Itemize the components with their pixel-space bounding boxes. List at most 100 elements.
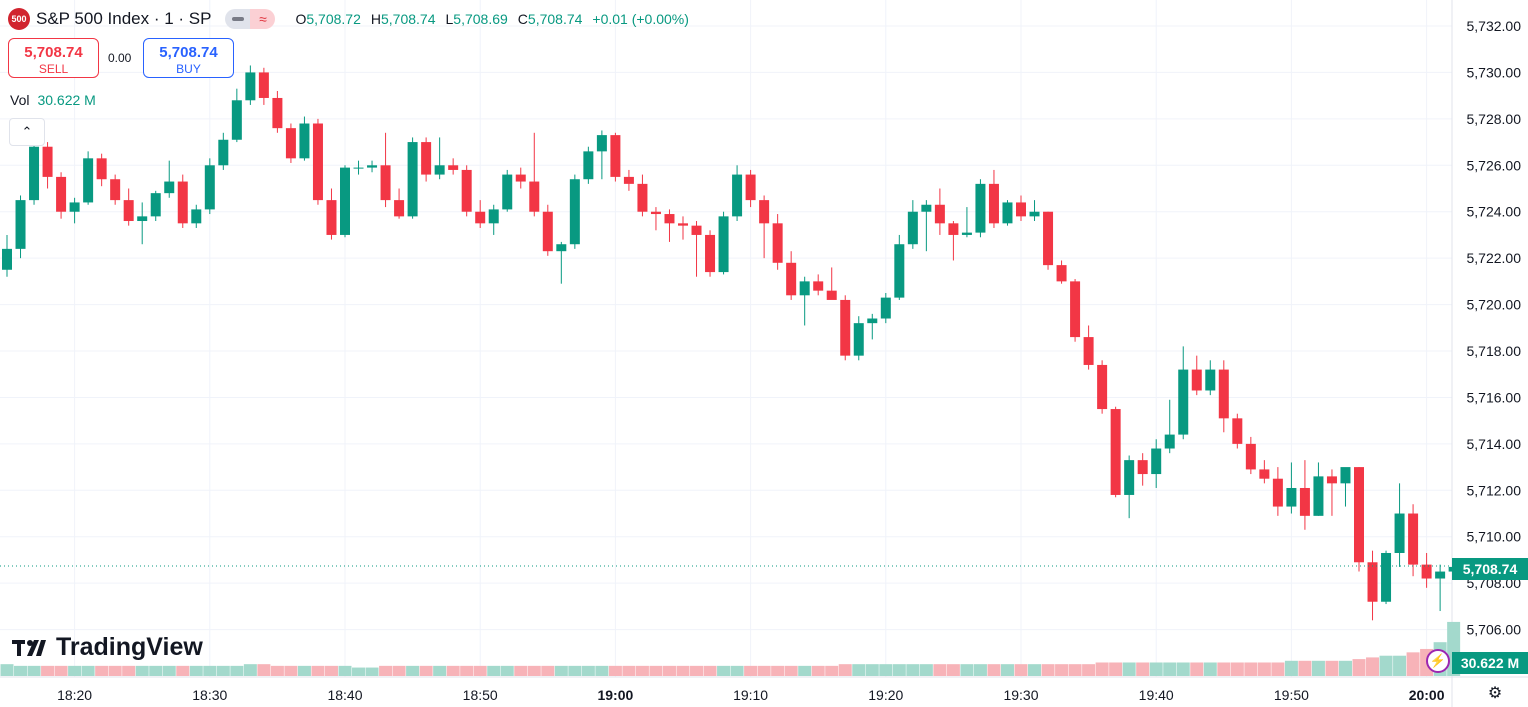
change-value: +0.01 (+0.00%) xyxy=(592,11,689,27)
volume-label: Vol xyxy=(10,92,30,108)
volume-bar xyxy=(392,665,406,676)
volume-bar xyxy=(406,665,420,676)
volume-bar xyxy=(730,665,744,676)
high-label: H xyxy=(370,11,381,27)
y-tick-label: 5,714.00 xyxy=(1467,436,1522,452)
volume-bar xyxy=(635,665,649,676)
volume-bar xyxy=(352,667,366,676)
volume-bar xyxy=(27,665,41,676)
symbol-title[interactable]: S&P 500 Index · 1 · SP xyxy=(36,9,212,28)
volume-bar xyxy=(365,667,379,676)
candle-body xyxy=(1313,476,1324,516)
candle-body xyxy=(421,142,432,175)
volume-bar xyxy=(311,665,325,676)
candle-body xyxy=(326,200,337,235)
candle-body xyxy=(691,225,702,235)
collapse-legend-button[interactable]: ⌃ xyxy=(9,118,45,146)
candle-body xyxy=(1435,571,1446,579)
buy-label: BUY xyxy=(176,62,201,76)
x-tick-label: 19:40 xyxy=(1139,687,1174,703)
candle-body xyxy=(515,174,526,182)
candle-body xyxy=(948,223,959,235)
candle-body xyxy=(664,214,675,224)
volume-bar xyxy=(744,665,758,676)
y-tick-label: 5,722.00 xyxy=(1467,250,1522,266)
volume-bar xyxy=(919,664,933,676)
candle-body xyxy=(164,181,175,194)
candle-body xyxy=(272,97,283,129)
volume-bar xyxy=(270,665,284,676)
candle-body xyxy=(15,200,26,249)
volume-bar xyxy=(1366,657,1380,676)
volume-bar xyxy=(811,665,825,676)
candle-body xyxy=(637,183,648,212)
volume-bar xyxy=(1379,655,1393,676)
candle-body xyxy=(380,165,391,201)
volume-bar xyxy=(973,664,987,676)
volume-bar xyxy=(1271,662,1285,676)
volume-bar xyxy=(852,664,866,676)
candle-body xyxy=(596,135,607,152)
volume-bar xyxy=(122,665,136,676)
sell-button[interactable]: 5,708.74 SELL xyxy=(8,38,99,78)
volume-bar xyxy=(68,665,82,676)
volume-bar xyxy=(1352,659,1366,676)
candle-body xyxy=(123,200,134,222)
candle-body xyxy=(502,174,513,210)
volume-bar xyxy=(149,665,163,676)
candle-body xyxy=(907,211,918,245)
volume-bar xyxy=(433,665,447,676)
volume-tag: 30.622 M xyxy=(1452,652,1528,674)
candle-body xyxy=(583,151,594,180)
settings-icon[interactable]: ⚙ xyxy=(1487,685,1503,702)
candle-body xyxy=(367,165,378,168)
tradingview-logo[interactable]: TradingView xyxy=(12,633,203,662)
buy-price: 5,708.74 xyxy=(159,44,218,61)
volume-bar xyxy=(446,665,460,676)
y-tick-label: 5,718.00 xyxy=(1467,343,1522,359)
volume-bar xyxy=(554,665,568,676)
candle-body xyxy=(1326,476,1337,484)
candle-body xyxy=(529,181,540,212)
volume-bar xyxy=(1311,660,1325,676)
candle-body xyxy=(488,209,499,224)
candle-body xyxy=(1367,562,1378,602)
volume-bar xyxy=(662,665,676,676)
candle-body xyxy=(921,204,932,212)
candle-body xyxy=(110,179,121,201)
volume-bar xyxy=(622,665,636,676)
candle-body xyxy=(623,176,634,184)
candle-body xyxy=(934,204,945,224)
volume-bar xyxy=(1176,662,1190,676)
volume-legend: Vol 30.622 M xyxy=(10,92,96,108)
volume-bar xyxy=(1393,655,1407,676)
volume-bar xyxy=(1041,664,1055,676)
y-tick-label: 5,732.00 xyxy=(1467,18,1522,34)
volume-bar xyxy=(203,665,217,676)
volume-bar xyxy=(419,665,433,676)
candle-body xyxy=(96,158,107,180)
volume-bar xyxy=(1095,662,1109,676)
candle-body xyxy=(299,123,310,159)
volume-bar xyxy=(1136,662,1150,676)
symbol-status-pill[interactable]: ≈ xyxy=(225,9,276,29)
volume-bar xyxy=(1190,662,1204,676)
candle-body xyxy=(1408,513,1419,565)
candle-body xyxy=(1394,513,1405,553)
volume-bar xyxy=(771,665,785,676)
sp500-logo-icon: 500 xyxy=(8,8,30,30)
volume-bar xyxy=(568,665,582,676)
lightning-icon[interactable]: ⚡ xyxy=(1426,649,1450,673)
candle-body xyxy=(988,183,999,224)
volume-bar xyxy=(1149,662,1163,676)
candle-body xyxy=(1070,281,1081,338)
x-tick-label: 19:20 xyxy=(868,687,903,703)
candle-body xyxy=(312,123,323,201)
buy-button[interactable]: 5,708.74 BUY xyxy=(143,38,234,78)
volume-bar xyxy=(1406,652,1420,676)
candle-body xyxy=(1272,478,1283,507)
chevron-up-icon: ⌃ xyxy=(21,124,33,139)
candle-body xyxy=(705,234,716,273)
candle-body xyxy=(1043,211,1054,266)
